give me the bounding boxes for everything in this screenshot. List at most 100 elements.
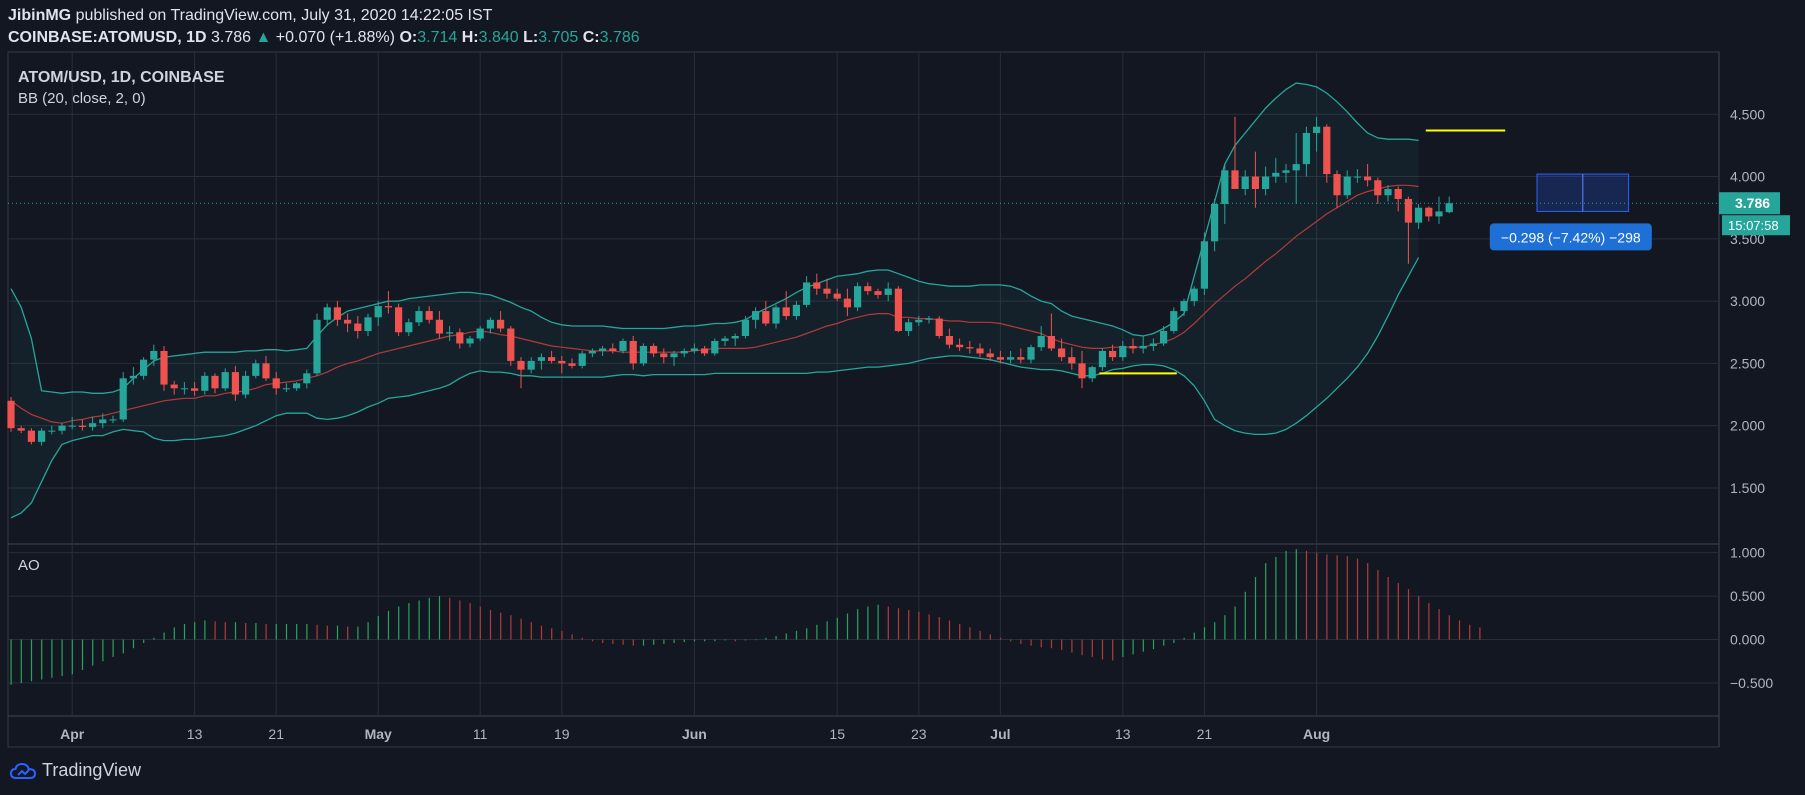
candle-body: [1160, 331, 1168, 344]
measure-label-box: [1489, 223, 1652, 251]
candle-body: [517, 360, 525, 370]
time-tick-label: Apr: [60, 726, 85, 742]
ao-bar: [1203, 627, 1206, 640]
candle-body: [486, 319, 494, 329]
candle-body: [395, 307, 403, 333]
candle-body: [1364, 176, 1372, 181]
ao-bar: [602, 639, 604, 644]
candle-body: [68, 425, 76, 427]
candle-body: [1088, 367, 1096, 379]
candle-body: [99, 419, 107, 424]
ao-bar: [673, 639, 675, 644]
candle-body: [731, 335, 739, 339]
ao-bar: [61, 639, 63, 677]
ao-bar: [1316, 552, 1318, 640]
ao-bar: [755, 639, 757, 641]
ao-bar: [1336, 555, 1338, 640]
time-axis-labels[interactable]: Apr 13 21 May 11 19 Jun 15 23 Jul 13 21 Aug: [60, 726, 1330, 742]
ao-bar: [744, 639, 747, 641]
ao-bar: [1356, 558, 1359, 640]
ao-bar: [1346, 556, 1348, 640]
ao-bar: [479, 606, 481, 640]
ao-bar: [347, 626, 349, 640]
ao-bar: [326, 625, 328, 640]
ao-bar: [1224, 615, 1226, 640]
candle-body: [1139, 345, 1147, 349]
ao-bar: [1020, 639, 1022, 644]
candle-body: [1415, 207, 1423, 223]
ao-bar: [1397, 583, 1399, 640]
ao-bar: [836, 617, 838, 640]
ao-bar: [275, 623, 277, 640]
candle-body: [456, 332, 464, 344]
ao-bar: [102, 639, 104, 662]
bb-legend[interactable]: BB (20, close, 2, 0): [18, 90, 146, 107]
candle-body: [129, 375, 137, 379]
ao-bar: [489, 610, 492, 640]
ao-bar: [81, 639, 84, 670]
candle-body: [588, 350, 596, 354]
ao-bar: [336, 625, 339, 640]
candle-body: [843, 298, 851, 308]
candle-body: [303, 373, 311, 384]
ao-bar: [122, 639, 124, 654]
ao-bar: [520, 618, 522, 640]
ao-bar: [612, 639, 614, 644]
ao-bar: [1458, 620, 1461, 640]
candle-body: [701, 348, 709, 354]
time-tick-label: Aug: [1303, 726, 1330, 742]
candle-body: [242, 375, 250, 395]
candle-body: [333, 307, 341, 320]
price-tick-label: 1.500: [1730, 480, 1765, 496]
candle-body: [1027, 347, 1035, 360]
candle-body: [864, 286, 872, 292]
candle-body: [405, 322, 413, 333]
candle-body: [140, 359, 148, 376]
ao-bar: [571, 634, 573, 640]
ao-histogram: [10, 549, 1481, 685]
candle-body: [1190, 288, 1198, 302]
candle-body: [1129, 345, 1137, 349]
candle-body: [119, 378, 127, 420]
ao-bar: [948, 620, 951, 640]
ao-bar: [438, 596, 441, 640]
ao-bar: [418, 600, 420, 640]
time-tick-label: 11: [473, 726, 488, 742]
candle-body: [945, 335, 953, 345]
ao-bar: [449, 597, 451, 640]
ao-bar: [285, 623, 288, 640]
ao-bar: [428, 597, 430, 640]
candle-body: [1435, 211, 1443, 217]
ao-bar: [398, 606, 400, 640]
candle-body: [752, 311, 760, 320]
candle-body: [996, 357, 1004, 360]
publish-info: JibinMG published on TradingView.com, Ju…: [8, 7, 492, 25]
candle-body: [966, 347, 974, 349]
ao-bar: [1101, 639, 1104, 660]
time-tick-label: 15: [829, 726, 845, 742]
candle-body: [854, 286, 862, 308]
price-tick-label: 2.000: [1730, 418, 1765, 434]
last-price-badge-text: 3.786: [1735, 195, 1770, 211]
candle-body: [313, 319, 321, 374]
bollinger-band-fill: [11, 83, 1419, 518]
ao-bar: [1469, 624, 1471, 640]
ao-bar: [51, 639, 53, 678]
candle-body: [435, 319, 443, 334]
candle-body: [415, 311, 423, 323]
ao-bar: [1122, 639, 1124, 657]
candle-body: [262, 363, 270, 379]
ao-bar: [1061, 639, 1063, 650]
author-name[interactable]: JibinMG: [8, 7, 72, 24]
ao-bar: [1050, 639, 1053, 649]
candle-body: [384, 306, 392, 308]
tradingview-logo[interactable]: TradingView: [10, 760, 141, 781]
time-tick-label: 21: [268, 726, 284, 742]
candle-body: [1404, 198, 1412, 223]
ao-legend[interactable]: AO: [18, 557, 40, 574]
ao-bar: [846, 613, 849, 640]
high-label: H:: [461, 29, 479, 46]
ao-bar: [224, 622, 226, 640]
candle-body: [874, 291, 882, 295]
